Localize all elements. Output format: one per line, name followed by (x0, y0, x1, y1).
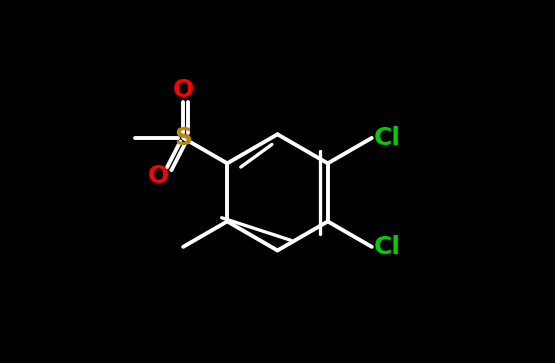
Text: S: S (174, 126, 192, 150)
Text: O: O (173, 78, 194, 102)
Text: O: O (148, 164, 169, 188)
Text: Cl: Cl (374, 235, 401, 259)
Text: Cl: Cl (374, 126, 401, 150)
